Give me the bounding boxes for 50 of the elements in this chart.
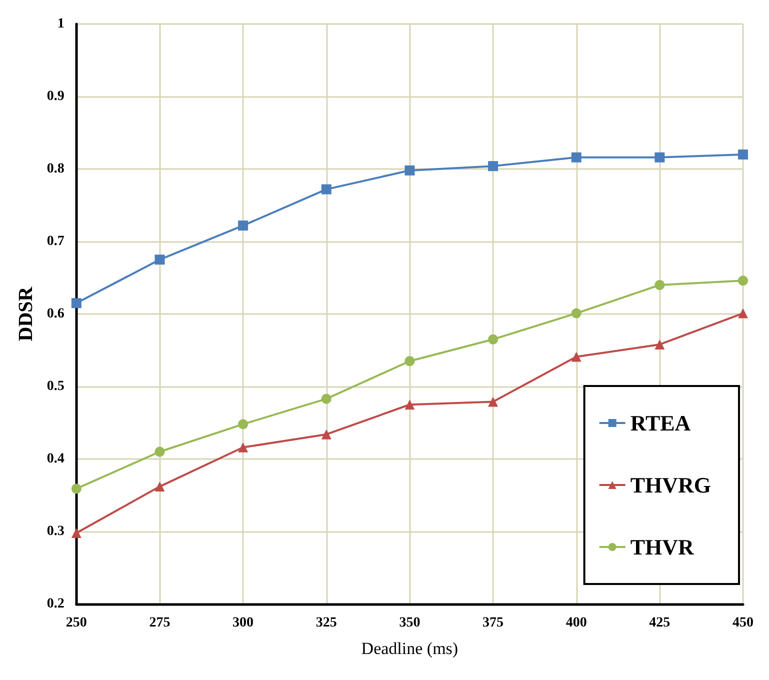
point [571, 308, 582, 318]
legend-label: THVR [630, 534, 695, 560]
y-tick-label: 0.6 [46, 306, 64, 322]
point [738, 150, 748, 160]
point [654, 152, 665, 162]
x-tick-label: 450 [732, 616, 754, 630]
y-tick-label: 0.2 [46, 596, 64, 612]
point [488, 161, 498, 172]
x-tick-label: 300 [232, 616, 254, 630]
point [71, 298, 82, 308]
x-tick-label: 350 [399, 616, 420, 630]
x-axis-title: Deadline (ms) [361, 639, 458, 658]
point [654, 280, 665, 290]
point [238, 220, 248, 231]
y-tick-label: 0.3 [46, 524, 64, 539]
y-tick-label: 1 [57, 16, 64, 32]
x-tick-label: 425 [649, 616, 670, 630]
point [154, 482, 165, 492]
point [321, 184, 332, 194]
point [404, 400, 415, 410]
y-tick-label: 0.5 [46, 379, 64, 394]
x-tick-label: 275 [149, 616, 170, 630]
point [238, 419, 248, 430]
legend-label: RTEA [630, 410, 691, 436]
point [738, 276, 748, 286]
x-tick-label: 400 [566, 616, 587, 630]
x-tick-label: 250 [66, 616, 87, 630]
point [404, 165, 415, 176]
point [404, 356, 415, 366]
point [654, 339, 665, 350]
point [571, 152, 582, 162]
point [71, 484, 82, 494]
point [321, 429, 332, 440]
point [571, 352, 582, 362]
point [238, 442, 248, 452]
y-tick-label: 0.9 [46, 89, 64, 104]
point [71, 528, 82, 538]
point [488, 334, 498, 344]
y-tick-label: 0.4 [46, 452, 64, 466]
y-tick-label: 0.8 [46, 162, 64, 176]
point [154, 446, 165, 457]
y-tick-label: 0.7 [46, 234, 64, 249]
x-tick-label: 325 [316, 616, 337, 630]
x-tick-label: 375 [482, 616, 504, 630]
point [321, 394, 332, 404]
point [154, 254, 165, 265]
point [738, 308, 748, 318]
legend-label: THVRG [630, 472, 712, 498]
point [488, 396, 498, 407]
y-axis-title: DDSR [15, 286, 37, 342]
